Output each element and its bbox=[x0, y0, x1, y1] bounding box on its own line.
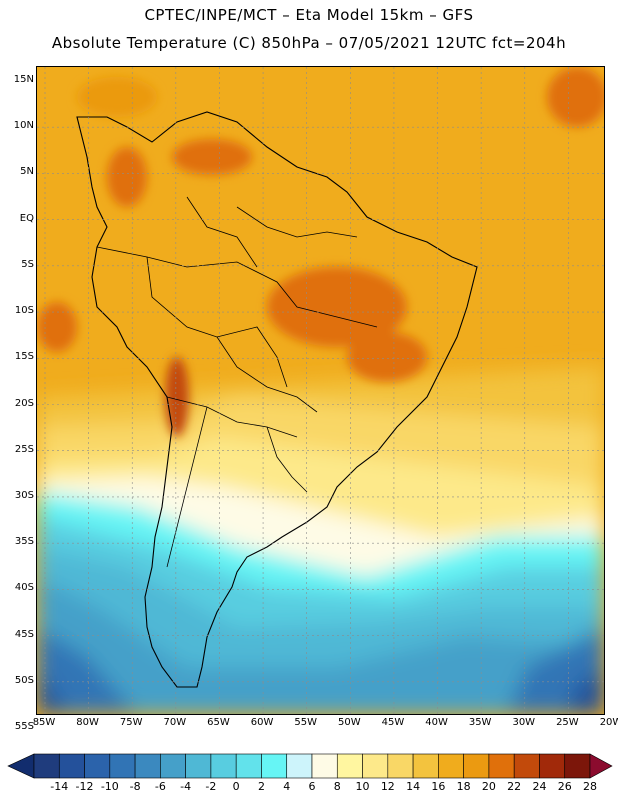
colorbar-swatch bbox=[134, 753, 161, 779]
colorbar-high-arrow bbox=[589, 753, 613, 779]
colorbar-low-arrow bbox=[7, 753, 35, 779]
colorbar-swatch bbox=[33, 753, 60, 779]
colorbar-swatch bbox=[210, 753, 237, 779]
temperature-map bbox=[36, 66, 605, 715]
chart-title-line1: CPTEC/INPE/MCT – Eta Model 15km – GFS bbox=[144, 6, 474, 24]
warm-hotspots bbox=[37, 67, 604, 437]
colorbar-swatch bbox=[235, 753, 262, 779]
colorbar-tick-label: -6 bbox=[154, 780, 166, 793]
lat-tick-label: 30S bbox=[14, 489, 34, 501]
colorbar-tick-label: 20 bbox=[481, 780, 496, 793]
lon-tick-label: 50W bbox=[337, 717, 361, 728]
lat-tick-label: 10N bbox=[13, 120, 34, 132]
lat-tick-label: 15N bbox=[13, 74, 34, 85]
lon-tick-label: 80W bbox=[76, 717, 99, 728]
colorbar-tick-label: 0 bbox=[232, 780, 240, 793]
colorbar-swatch bbox=[160, 753, 186, 779]
chart-title-line2: Absolute Temperature (C) 850hPa – 07/05/… bbox=[51, 34, 567, 52]
colorbar-tick-label: -8 bbox=[129, 780, 141, 793]
colorbar-tick-label: 8 bbox=[333, 780, 341, 793]
colorbar-swatch bbox=[261, 753, 288, 779]
colorbar-tick-label: 4 bbox=[283, 780, 291, 793]
colorbar-tick-label: -14 bbox=[50, 780, 69, 793]
lat-tick-label: 25S bbox=[14, 443, 34, 455]
map-canvas bbox=[37, 67, 604, 714]
colorbar-tick-label: 6 bbox=[308, 780, 316, 793]
colorbar-swatch bbox=[463, 753, 490, 779]
lon-tick-label: 25W bbox=[556, 717, 579, 728]
lon-tick-label: 70W bbox=[163, 717, 187, 728]
colorbar-tick-label: 10 bbox=[355, 780, 370, 793]
colorbar-tick-label: -2 bbox=[205, 780, 217, 793]
colorbar-tick-label: 2 bbox=[257, 780, 265, 793]
colorbar-tick-label: 28 bbox=[583, 780, 597, 793]
colorbar-swatch bbox=[438, 753, 464, 779]
colorbar-swatch bbox=[539, 753, 566, 779]
colorbar-swatch bbox=[185, 753, 212, 779]
lon-tick-label: 60W bbox=[250, 717, 274, 728]
lon-tick-label: 55W bbox=[294, 717, 317, 728]
colorbar-tick-label: 24 bbox=[532, 780, 547, 793]
lat-tick-label: 40S bbox=[14, 582, 34, 594]
colorbar-swatch bbox=[58, 753, 85, 779]
country-borders bbox=[96, 196, 378, 568]
colorbar-swatch bbox=[362, 753, 389, 779]
lon-tick-label: 65W bbox=[207, 717, 230, 728]
colorbar-tick-label: 26 bbox=[557, 780, 572, 793]
lon-tick-label: 35W bbox=[468, 717, 492, 728]
colorbar-tick-label: 22 bbox=[507, 780, 522, 793]
colorbar-swatch bbox=[311, 753, 338, 779]
lat-tick-label: 55S bbox=[14, 721, 34, 732]
colorbar-swatch bbox=[412, 753, 439, 779]
lon-tick-label: 40W bbox=[425, 717, 448, 728]
colorbar-tick-label: -10 bbox=[100, 780, 119, 793]
lat-tick-label: 10S bbox=[14, 305, 34, 317]
lon-tick-label: 20W bbox=[599, 717, 618, 728]
colorbar-tick-label: 12 bbox=[380, 780, 395, 793]
colorbar-tick-label: -4 bbox=[180, 780, 192, 793]
lat-tick-label: 20S bbox=[14, 397, 34, 409]
lat-tick-label: 45S bbox=[14, 628, 34, 640]
colorbar-tick-label: -12 bbox=[75, 780, 94, 793]
lat-tick-label: 35S bbox=[14, 536, 34, 548]
colorbar-swatch bbox=[336, 753, 363, 779]
lon-tick-label: 45W bbox=[381, 717, 405, 728]
lat-tick-label: 5S bbox=[21, 258, 34, 270]
lon-tick-label: 75W bbox=[119, 717, 143, 728]
temperature-field bbox=[37, 367, 604, 714]
colorbar-tick-label: 18 bbox=[456, 780, 471, 793]
lon-tick-label: 30W bbox=[512, 717, 536, 728]
colorbar-tick-label: 14 bbox=[406, 780, 421, 793]
colorbar bbox=[7, 753, 613, 779]
colorbar-swatch bbox=[564, 753, 591, 779]
colorbar-swatch bbox=[84, 753, 111, 779]
colorbar-swatch bbox=[387, 753, 414, 779]
lat-tick-label: EQ bbox=[19, 212, 34, 224]
colorbar-tick-label: 16 bbox=[431, 780, 446, 793]
lon-tick-label: 85W bbox=[32, 717, 56, 728]
colorbar-swatch bbox=[513, 753, 540, 779]
coastline bbox=[76, 111, 478, 688]
lat-tick-label: 50S bbox=[14, 674, 34, 686]
lat-tick-label: 15S bbox=[14, 351, 34, 363]
lat-tick-label: 5N bbox=[20, 166, 34, 178]
colorbar-swatch bbox=[488, 753, 515, 779]
colorbar-swatch bbox=[286, 753, 313, 779]
colorbar-swatch bbox=[109, 753, 136, 779]
